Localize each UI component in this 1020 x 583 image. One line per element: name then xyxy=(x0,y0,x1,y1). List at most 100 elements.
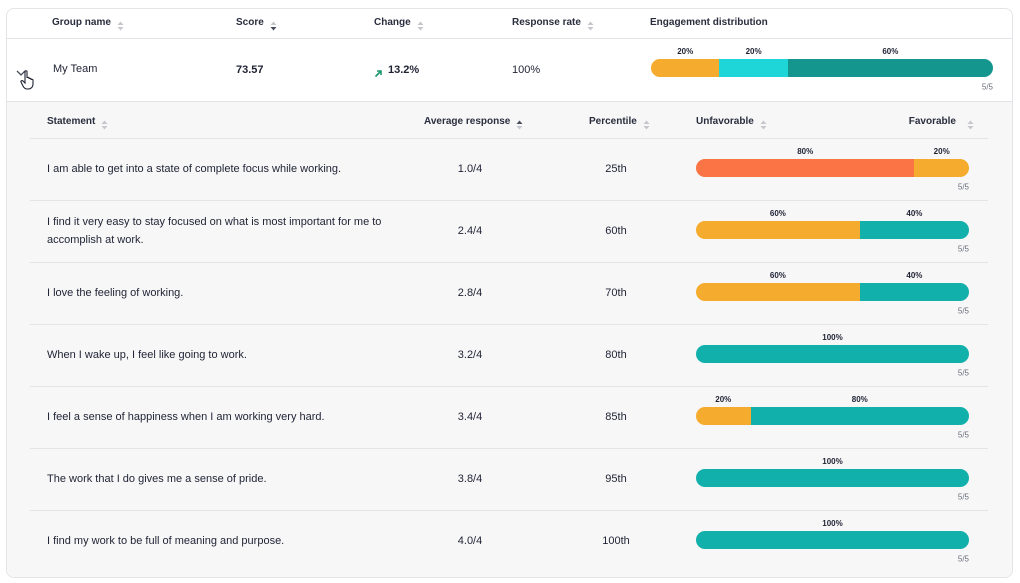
response-count: 5/5 xyxy=(957,492,969,502)
response-count: 5/5 xyxy=(957,182,969,192)
distribution-bar xyxy=(696,283,969,301)
segment-labels: 60% 40% xyxy=(696,271,969,281)
segment-label: 60% xyxy=(769,209,786,218)
average-response: 2.8/4 xyxy=(457,287,483,299)
bar-segment xyxy=(696,407,751,425)
average-response: 4.0/4 xyxy=(457,535,483,547)
group-name: My Team xyxy=(53,63,98,75)
distribution-bar xyxy=(696,221,969,239)
cursor-hand xyxy=(20,70,36,95)
bar-segment xyxy=(696,469,969,487)
bar-segment xyxy=(750,407,969,425)
response-count: 5/5 xyxy=(957,554,969,564)
row-separator xyxy=(30,324,988,325)
response-count: 5/5 xyxy=(957,368,969,378)
column-header[interactable]: Response rate xyxy=(512,17,581,28)
bar-segment xyxy=(696,283,860,301)
statement-text: I find it very easy to stay focused on w… xyxy=(47,216,382,246)
separator xyxy=(7,38,1012,39)
sort-icon[interactable] xyxy=(587,18,594,31)
group-score: 73.57 xyxy=(236,64,264,76)
segment-labels: 80% 20% xyxy=(696,147,969,157)
average-response: 3.2/4 xyxy=(457,349,483,361)
bar-segment xyxy=(696,221,860,239)
sort-icon[interactable] xyxy=(117,18,124,31)
statement-text: I find my work to be full of meaning and… xyxy=(47,535,285,547)
column-header[interactable]: Unfavorable xyxy=(696,116,754,127)
percentile: 70th xyxy=(605,287,627,299)
sort-icon[interactable] xyxy=(967,117,974,130)
row-separator xyxy=(30,386,988,387)
distribution-bar xyxy=(696,159,969,177)
row-separator xyxy=(30,138,988,139)
response-count: 5/5 xyxy=(957,430,969,440)
average-response: 3.8/4 xyxy=(457,473,483,485)
sort-icon[interactable] xyxy=(270,18,277,31)
percentile: 25th xyxy=(605,163,627,175)
row-separator xyxy=(30,262,988,263)
percentile: 85th xyxy=(605,411,627,423)
row-separator xyxy=(30,200,988,201)
segment-label: 80% xyxy=(797,147,814,156)
average-response: 1.0/4 xyxy=(457,163,483,175)
segment-label: 20% xyxy=(933,147,950,156)
nested-table xyxy=(7,101,1012,577)
bar-segment xyxy=(787,59,993,77)
distribution-bar xyxy=(696,345,969,363)
distribution-bar xyxy=(651,59,993,77)
column-header[interactable]: Percentile xyxy=(589,116,637,127)
group-response-rate: 100% xyxy=(512,64,541,76)
column-header[interactable]: Change xyxy=(374,17,411,28)
bar-segment xyxy=(696,531,969,549)
row-separator xyxy=(30,448,988,449)
trend-arrow xyxy=(374,65,383,83)
segment-label: 20% xyxy=(715,395,732,404)
bar-segment xyxy=(696,345,969,363)
response-count: 5/5 xyxy=(981,82,993,92)
segment-label: 60% xyxy=(769,271,786,280)
sort-icon[interactable] xyxy=(643,117,650,130)
distribution-bar xyxy=(696,469,969,487)
bar-segment xyxy=(859,221,969,239)
statement-text: The work that I do gives me a sense of p… xyxy=(47,473,267,485)
segment-label: 60% xyxy=(882,47,899,56)
bar-segment xyxy=(859,283,969,301)
response-count: 5/5 xyxy=(957,306,969,316)
segment-label: 100% xyxy=(822,519,843,528)
segment-label: 80% xyxy=(851,395,868,404)
segment-label: 40% xyxy=(906,209,923,218)
bar-segment xyxy=(719,59,788,77)
segment-label: 20% xyxy=(745,47,762,56)
column-header[interactable]: Group name xyxy=(52,17,111,28)
expand-chevron[interactable] xyxy=(16,63,26,81)
segment-label: 100% xyxy=(822,457,843,466)
column-header[interactable]: Favorable xyxy=(908,116,956,127)
sort-icon[interactable] xyxy=(760,117,767,130)
statement-text: I am able to get into a state of complet… xyxy=(47,163,342,175)
column-header[interactable]: Engagement distribution xyxy=(650,17,768,28)
distribution-bar xyxy=(696,407,969,425)
statement-text: When I wake up, I feel like going to wor… xyxy=(47,349,247,361)
percentile: 80th xyxy=(605,349,627,361)
column-header[interactable]: Statement xyxy=(47,116,96,127)
sort-icon[interactable] xyxy=(417,18,424,31)
average-response: 3.4/4 xyxy=(457,411,483,423)
sort-icon[interactable] xyxy=(101,117,108,130)
segment-labels: 20% 80% xyxy=(696,395,969,405)
bar-segment xyxy=(651,59,720,77)
segment-label: 20% xyxy=(677,47,694,56)
percentile: 60th xyxy=(605,225,627,237)
column-header[interactable]: Score xyxy=(236,17,264,28)
segment-label: 40% xyxy=(906,271,923,280)
statement-text: I love the feeling of working. xyxy=(47,287,184,299)
response-count: 5/5 xyxy=(957,244,969,254)
segment-labels: 100% xyxy=(696,333,969,343)
percentile: 100th xyxy=(602,535,630,547)
distribution-bar xyxy=(696,531,969,549)
segment-labels: 100% xyxy=(696,457,969,467)
average-response: 2.4/4 xyxy=(457,225,483,237)
sort-icon[interactable] xyxy=(516,117,523,130)
column-header[interactable]: Average response xyxy=(424,116,511,127)
row-separator xyxy=(30,510,988,511)
